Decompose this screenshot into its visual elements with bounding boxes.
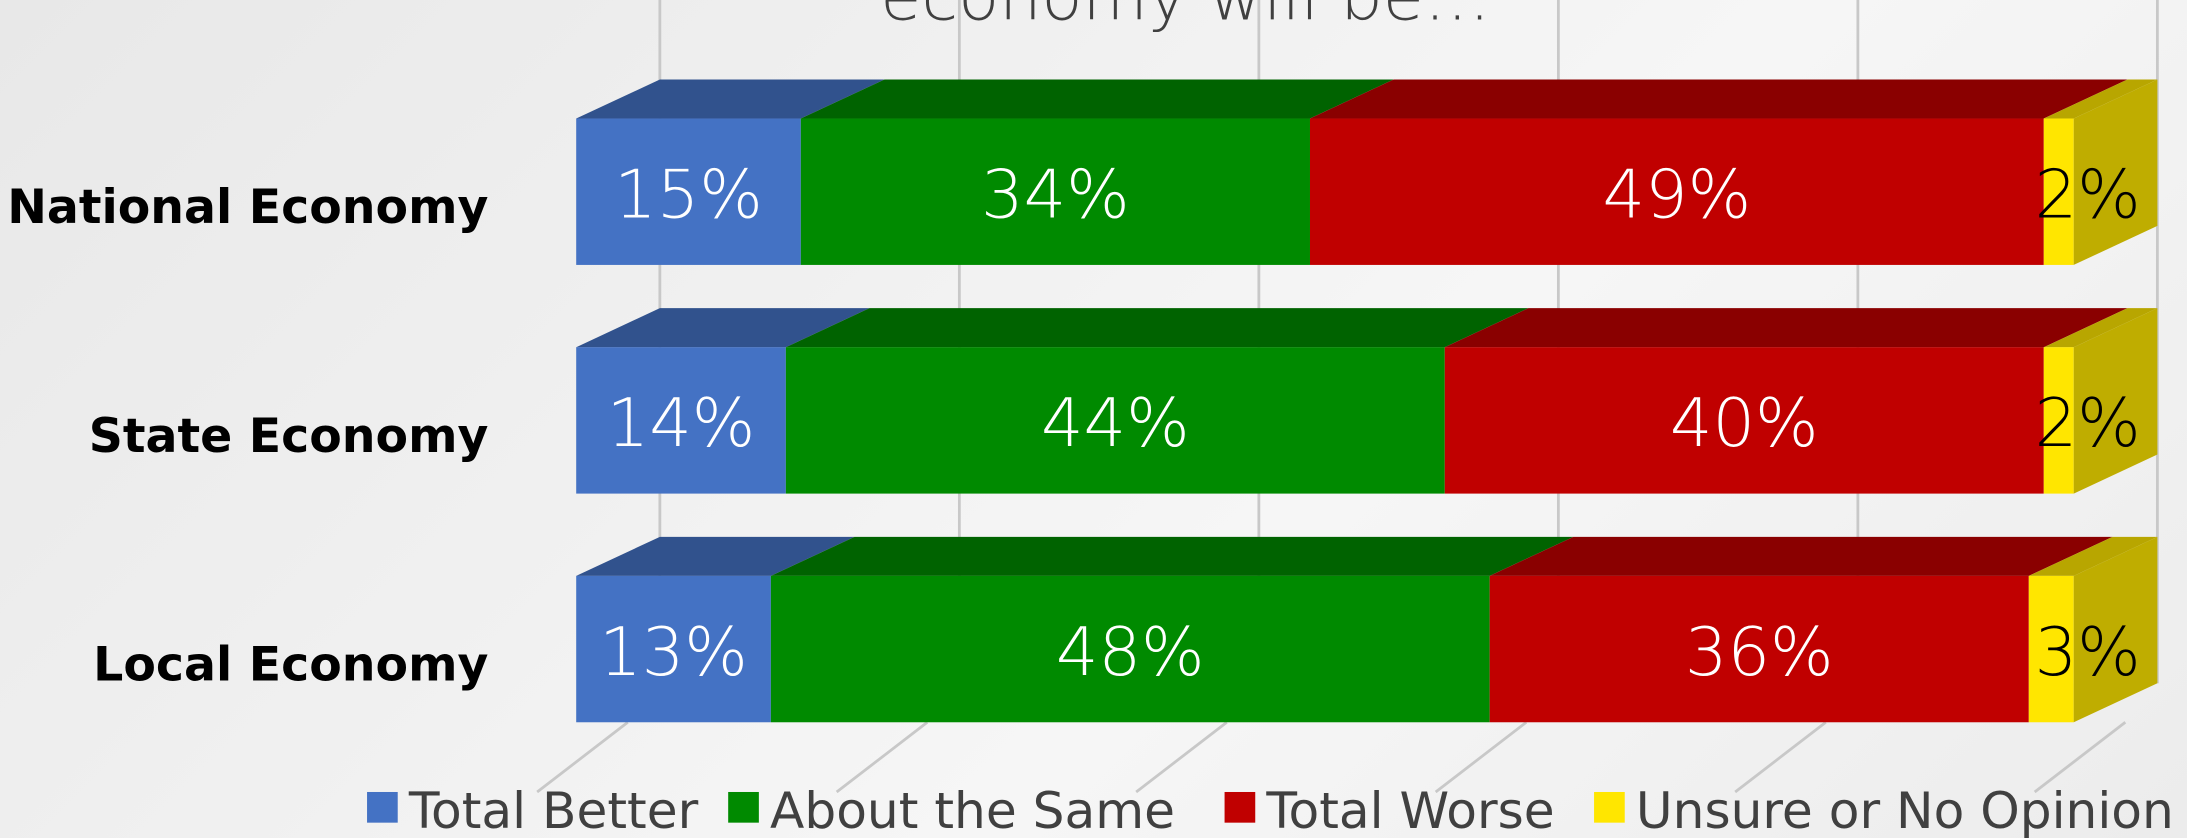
bar-side xyxy=(2073,536,2158,723)
value-label: 48% xyxy=(1056,613,1205,691)
value-label: 3% xyxy=(2035,613,2141,691)
bar-top xyxy=(1489,536,2113,576)
bar xyxy=(576,347,786,494)
bar xyxy=(2028,575,2074,723)
legend-label: Unsure or No Opinion xyxy=(1636,781,2174,838)
chart-title: economy will be… xyxy=(880,0,1491,36)
legend-swatch xyxy=(367,791,398,823)
bar xyxy=(576,118,801,265)
value-label: 14% xyxy=(607,384,756,462)
bar xyxy=(770,575,1490,723)
value-label: 15% xyxy=(614,156,763,234)
bar-side xyxy=(2073,79,2158,265)
value-label: 44% xyxy=(1041,384,1190,462)
floor-grid-line xyxy=(1135,721,1228,794)
floor-grid-line xyxy=(835,721,929,794)
legend-label: Total Better xyxy=(408,781,699,838)
bar xyxy=(800,118,1310,265)
bar-top xyxy=(576,536,855,576)
legend-swatch xyxy=(1224,791,1256,823)
value-label: 40% xyxy=(1670,384,1819,462)
legend-label: About the Same xyxy=(770,781,1175,838)
legend-swatch xyxy=(728,791,759,823)
value-label: 2% xyxy=(2035,384,2141,462)
bar-top xyxy=(2028,536,2158,576)
category-label: State Economy xyxy=(89,409,489,464)
bar-top xyxy=(2043,308,2158,348)
bar-top xyxy=(1309,79,2128,119)
bar-top xyxy=(2043,79,2158,119)
legend-swatch xyxy=(1594,791,1625,823)
bar-top xyxy=(576,308,870,348)
value-label: 2% xyxy=(2035,156,2141,234)
floor-grid-line xyxy=(2033,721,2127,794)
category-label: National Economy xyxy=(7,180,488,235)
bar xyxy=(1444,347,2044,494)
bar xyxy=(1489,575,2029,723)
value-label: 34% xyxy=(981,156,1130,234)
bar-side xyxy=(2073,308,2158,494)
value-label: 36% xyxy=(1685,613,1834,691)
bar-top xyxy=(576,79,885,119)
floor-grid-line xyxy=(1434,721,1528,794)
floor-grid-line xyxy=(536,721,629,794)
bar xyxy=(576,575,771,723)
floor-grid-line xyxy=(1734,721,1827,794)
legend-label: Total Worse xyxy=(1265,781,1554,838)
value-label: 49% xyxy=(1603,156,1752,234)
bar-top xyxy=(785,308,1529,348)
bar-top xyxy=(800,79,1394,119)
value-label: 13% xyxy=(599,613,748,691)
bar xyxy=(785,347,1445,494)
bar xyxy=(2043,118,2074,265)
bar xyxy=(1309,118,2044,265)
bar-top xyxy=(1444,308,2128,348)
bar xyxy=(2043,347,2074,494)
category-label: Local Economy xyxy=(93,637,488,692)
bar-top xyxy=(770,536,1574,576)
